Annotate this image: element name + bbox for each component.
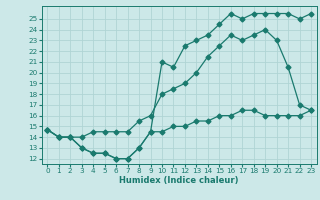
- X-axis label: Humidex (Indice chaleur): Humidex (Indice chaleur): [119, 176, 239, 185]
